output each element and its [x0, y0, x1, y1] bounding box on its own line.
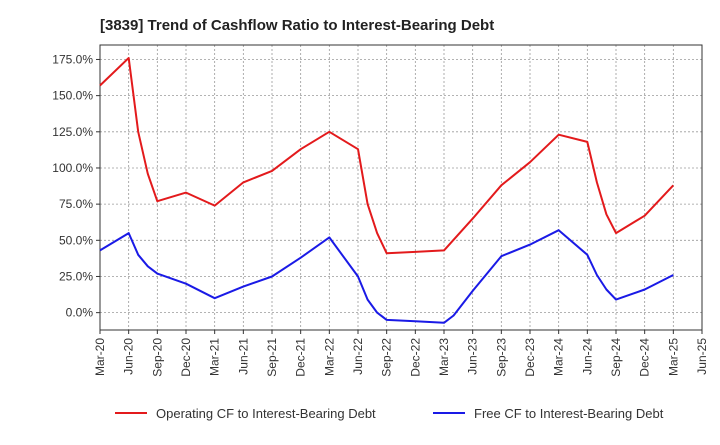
x-tick-label: Sep-24: [609, 338, 623, 377]
x-tick-label: Dec-20: [179, 338, 193, 377]
x-tick-label: Dec-21: [294, 338, 308, 377]
x-tick-label: Jun-25: [695, 338, 709, 375]
x-tick-label: Dec-23: [523, 338, 537, 377]
series-line-free-cf: [99, 229, 674, 324]
y-tick-label: 100.0%: [52, 161, 93, 175]
x-tick-label: Sep-22: [380, 338, 394, 377]
x-tick-label: Jun-20: [122, 338, 136, 375]
plot-frame: [99, 44, 703, 331]
legend-operating-cf: Operating CF to Interest-Bearing Debt: [115, 406, 376, 421]
legend: Operating CF to Interest-Bearing Debt Fre…: [115, 406, 664, 421]
x-tick-label: Mar-21: [208, 338, 222, 376]
y-tick-label: 150.0%: [52, 89, 93, 103]
x-tick-label: Mar-22: [322, 338, 336, 376]
x-tick-label: Mar-23: [437, 338, 451, 376]
x-tick-label: Jun-24: [580, 338, 594, 375]
x-tick-label: Mar-20: [93, 338, 107, 376]
axes: 0.0% 25.0% 50.0% 75.0% 100.0% 125.0% 150.0% 175…: [52, 44, 709, 377]
x-tick-label: Mar-25: [666, 338, 680, 376]
legend-label: Free CF to Interest-Bearing Debt: [474, 406, 664, 421]
x-tick-label: Sep-23: [494, 338, 508, 377]
legend-label: Operating CF to Interest-Bearing Debt: [156, 406, 376, 421]
x-tick-label: Dec-24: [638, 338, 652, 377]
chart-title: [3839] Trend of Cashflow Ratio to Intere…: [100, 17, 494, 34]
y-tick-label: 50.0%: [59, 233, 93, 247]
y-tick-label: 175.0%: [52, 52, 93, 66]
grid-lines: [99, 45, 703, 330]
y-tick-label: 75.0%: [59, 197, 93, 211]
x-tick-label: Jun-23: [466, 338, 480, 375]
x-tick-label: Sep-21: [265, 338, 279, 377]
y-tick-label: 125.0%: [52, 125, 93, 139]
x-tick-label: Sep-20: [150, 338, 164, 377]
x-tick-label: Dec-22: [408, 338, 422, 377]
x-tick-label: Jun-22: [351, 338, 365, 375]
legend-free-cf: Free CF to Interest-Bearing Debt: [433, 406, 664, 421]
series-lines: [99, 57, 675, 324]
series-line-operating-cf: [99, 57, 675, 255]
x-tick-label: Mar-24: [552, 338, 566, 376]
y-tick-label: 0.0%: [66, 306, 94, 320]
x-tick-label: Jun-21: [236, 338, 250, 375]
y-tick-label: 25.0%: [59, 269, 93, 283]
